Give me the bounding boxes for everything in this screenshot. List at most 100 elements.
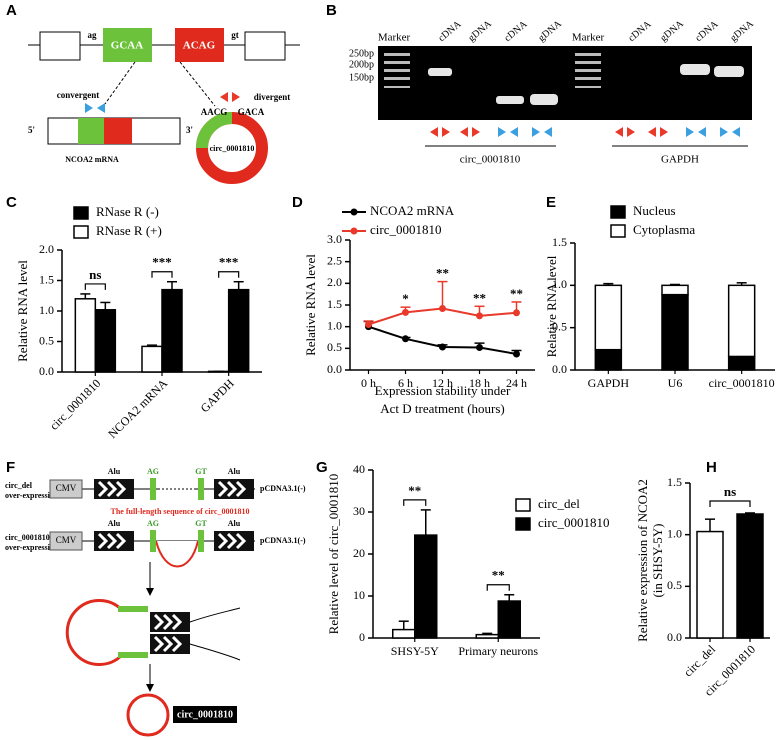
alu-box [212, 529, 256, 553]
panel-f: F circ_del over-expression CMV Alu Alu A… [5, 459, 322, 737]
x-tick-label: 6 h [398, 376, 413, 390]
legend-label: Nucleus [633, 203, 676, 218]
y-tick-label: 1.0 [327, 318, 342, 332]
y-tick-label: 2.0 [39, 242, 54, 256]
product-label: circ_0001810 [177, 709, 233, 720]
legend-swatch [73, 225, 89, 239]
bar [74, 298, 97, 373]
alu-box [92, 529, 136, 553]
exon-box [39, 31, 81, 61]
legend-marker [350, 208, 358, 216]
cmv-box [49, 531, 83, 551]
lane-label: cDNA [502, 18, 530, 44]
site-bar [150, 478, 156, 500]
sig-bracket [709, 500, 751, 507]
primer-icon [686, 127, 706, 137]
y-tick-label: 0 [359, 630, 365, 644]
exon-seq: GCAA [111, 40, 143, 52]
sig-label: ** [510, 286, 523, 301]
bar-segment [727, 284, 756, 358]
y-tick-label: 0.5 [552, 319, 567, 333]
legend-swatch [515, 498, 531, 512]
x-tick-label: 12 h [432, 376, 453, 390]
primer-icon [532, 127, 552, 137]
sig-label: ns [724, 484, 736, 499]
size-label: 200bp [349, 59, 374, 70]
point [439, 343, 446, 351]
lane-label: gDNA [658, 18, 686, 44]
bar [475, 633, 499, 639]
y-tick-label: 3.0 [327, 232, 342, 246]
construct-sub: over-expression [5, 543, 59, 552]
panel-letter: F [6, 459, 15, 476]
point [365, 321, 372, 328]
legend-label: circ_0001810 [370, 222, 441, 237]
bar-segment [661, 293, 689, 371]
y-tick-label: 1.0 [667, 526, 682, 540]
mrna-red [104, 118, 132, 144]
y-axis-label: Relative level of circ_0001810 [326, 474, 341, 635]
panel-letter: G [316, 459, 328, 476]
circ-arc [155, 540, 199, 568]
alu-label: Alu [228, 519, 241, 528]
primer-arrows [85, 103, 105, 113]
circ-label: circ_0001810 [210, 144, 255, 153]
sig-label: ns [89, 267, 101, 282]
site-bar [198, 478, 204, 500]
panel-letter: H [706, 459, 717, 476]
legend-swatch [515, 517, 531, 531]
y-tick-label: 0.0 [552, 362, 567, 376]
y-tick-label: 0.0 [39, 364, 54, 378]
legend-label: Cytoplasma [633, 222, 695, 237]
y-tick-label: 0.0 [327, 362, 342, 376]
sig-bracket [486, 584, 510, 591]
sig-label: * [402, 291, 409, 306]
primer-label: divergent [254, 92, 291, 102]
lane-label: cDNA [693, 18, 721, 44]
alu-label: Alu [228, 467, 241, 476]
panel-letter: E [546, 194, 556, 211]
sig-label: ** [436, 266, 449, 281]
primer-icon [498, 127, 518, 137]
x-tick-label: circ_del [681, 642, 719, 680]
sig-bracket [218, 271, 240, 278]
y-tick-label: 1.5 [667, 475, 682, 489]
mrna-label: NCOA2 mRNA [65, 155, 119, 164]
sig-bracket [151, 271, 173, 278]
group-label: GAPDH [661, 154, 699, 166]
legend-swatch [610, 224, 626, 238]
y-axis-label: Relative RNA level [303, 254, 318, 356]
cmv-label: CMV [56, 535, 77, 545]
site-bar [198, 530, 204, 552]
sig-bracket [84, 283, 106, 290]
y-tick-label: 1.0 [39, 303, 54, 317]
site-bar [118, 606, 148, 612]
x-tick-label: circ_0001810 [47, 376, 104, 433]
y-tick-label: 2.5 [327, 253, 342, 267]
y-tick-label: 0.5 [39, 333, 54, 347]
lane-label: gDNA [536, 18, 564, 44]
alu-box [212, 477, 256, 501]
legend-swatch [610, 205, 626, 219]
point [402, 335, 409, 343]
legend-swatch [73, 206, 89, 220]
lane-label: cDNA [626, 18, 654, 44]
size-label: 150bp [349, 72, 374, 83]
y-axis-label: Relative expression of NCOA2 [635, 479, 650, 642]
x-tick-label: circ_0001810 [709, 376, 775, 390]
y-tick-label: 1.5 [552, 235, 567, 249]
circ-loop [65, 599, 124, 666]
bar [94, 309, 117, 373]
dash [179, 61, 216, 107]
exon-green [103, 28, 152, 62]
legend-label: circ_del [538, 496, 580, 511]
site-bar [150, 530, 156, 552]
bar [736, 513, 764, 639]
bar [141, 345, 163, 373]
x-tick-label: 18 h [469, 376, 490, 390]
x-axis-label: Act D treatment (hours) [380, 401, 505, 416]
sig-label: *** [219, 255, 239, 270]
y-tick-label: 40 [353, 462, 365, 476]
y-tick-label: 10 [353, 588, 365, 602]
sig-label: ** [492, 568, 505, 583]
